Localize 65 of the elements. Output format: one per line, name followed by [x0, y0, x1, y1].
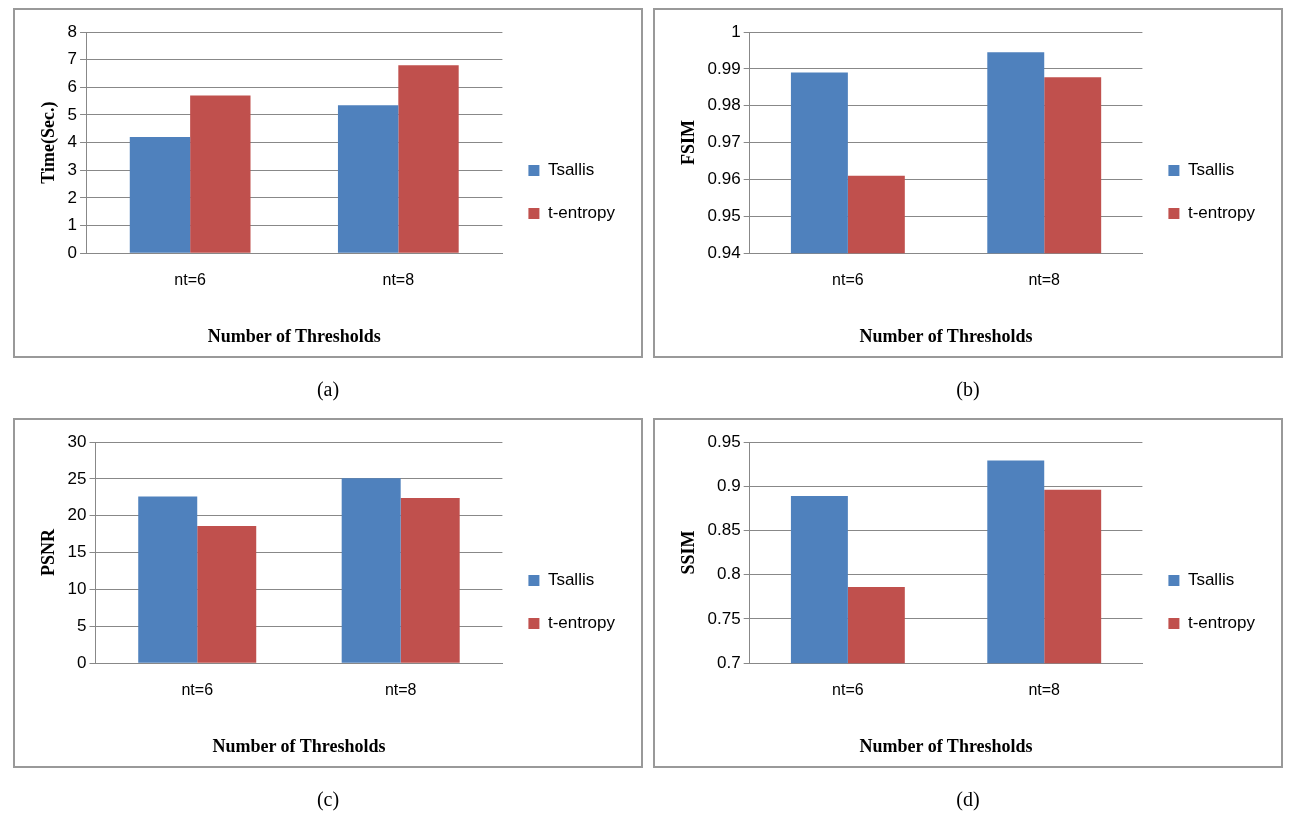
bar — [129, 137, 191, 253]
bar — [341, 478, 401, 663]
x-axis-title: Number of Thresholds — [859, 325, 1033, 346]
y-tick-label: 1 — [67, 215, 78, 235]
x-tick-label: nt=6 — [832, 681, 864, 699]
y-tick-label: 2 — [67, 187, 78, 207]
y-tick-label: 5 — [77, 616, 87, 636]
y-tick-label: 0.9 — [717, 475, 741, 495]
x-axis-title: Number of Thresholds — [212, 735, 386, 756]
y-tick-label: 0.96 — [707, 169, 741, 189]
y-tick-label: 30 — [67, 431, 87, 451]
y-axis-title: FSIM — [678, 120, 699, 166]
x-axis-title: Number of Thresholds — [859, 735, 1033, 756]
y-tick-label: 0 — [77, 652, 87, 672]
legend-label: t-entropy — [1187, 203, 1256, 223]
legend-label: Tsallis — [547, 570, 595, 590]
bar — [400, 498, 460, 663]
bar — [398, 65, 459, 253]
y-axis-title: PSNR — [38, 528, 59, 577]
y-axis-title: Time(Sec.) — [38, 101, 60, 184]
legend-label: Tsallis — [1187, 160, 1235, 180]
text: (c) — [316, 788, 340, 811]
y-tick-label: 6 — [67, 76, 78, 96]
y-tick-label: 20 — [67, 505, 87, 525]
x-tick-label: nt=6 — [174, 271, 207, 289]
y-tick-label: 25 — [67, 468, 87, 488]
bar — [138, 496, 198, 663]
y-tick-label: 0.8 — [717, 564, 741, 584]
y-axis-title: SSIM — [678, 530, 699, 575]
legend-label: t-entropy — [1187, 613, 1256, 633]
legend-label: t-entropy — [547, 613, 616, 633]
y-tick-label: 0.75 — [707, 608, 741, 628]
y-tick-label: 1 — [731, 21, 741, 41]
text: (b) — [956, 378, 980, 401]
y-tick-label: 8 — [67, 21, 78, 41]
legend-label: t-entropy — [547, 203, 616, 223]
y-tick-label: 0.95 — [707, 206, 741, 226]
y-tick-label: 7 — [67, 49, 78, 69]
x-tick-label: nt=6 — [181, 681, 214, 699]
y-tick-label: 0.94 — [707, 242, 741, 262]
y-tick-label: 3 — [67, 159, 78, 179]
y-tick-label: 4 — [67, 132, 78, 152]
y-tick-label: 10 — [67, 579, 87, 599]
y-tick-label: 0.85 — [707, 520, 741, 540]
x-tick-label: nt=8 — [1028, 681, 1061, 699]
x-tick-label: nt=8 — [1028, 271, 1061, 289]
y-tick-label: 0.7 — [717, 652, 741, 672]
bar — [197, 526, 257, 663]
text: (d) — [956, 788, 980, 811]
y-tick-label: 5 — [67, 104, 78, 124]
y-tick-label: 15 — [67, 542, 87, 562]
y-tick-label: 0.95 — [707, 431, 741, 451]
x-tick-label: nt=8 — [384, 681, 417, 699]
text: (a) — [316, 378, 340, 401]
bar — [190, 95, 251, 253]
y-tick-label: 0.98 — [707, 95, 741, 115]
bar — [337, 105, 399, 253]
x-axis-title: Number of Thresholds — [207, 325, 381, 346]
x-tick-label: nt=8 — [382, 271, 415, 289]
legend-label: Tsallis — [1187, 570, 1235, 590]
x-tick-label: nt=6 — [832, 271, 864, 289]
y-tick-label: 0.99 — [707, 58, 741, 78]
y-tick-label: 0.97 — [707, 132, 741, 152]
legend-label: Tsallis — [547, 160, 595, 180]
y-tick-label: 0 — [67, 242, 78, 262]
